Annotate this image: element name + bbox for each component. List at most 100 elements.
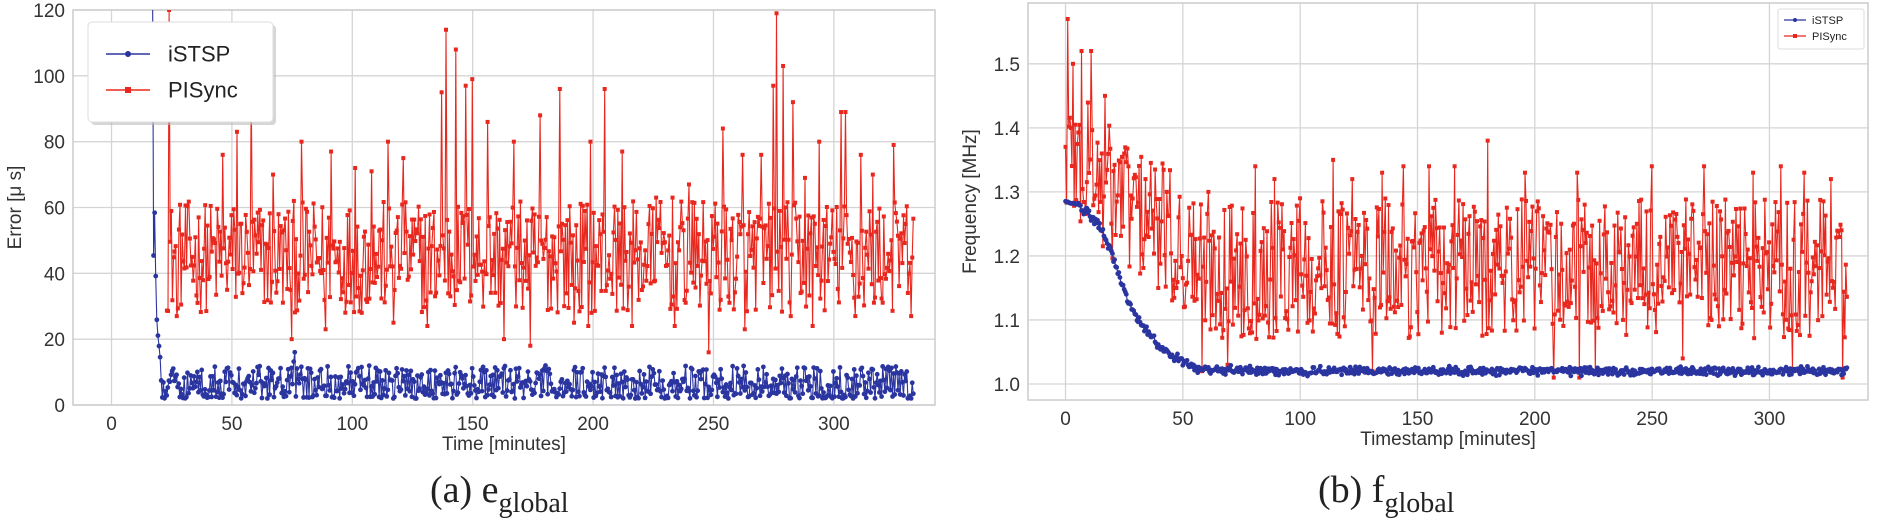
marker-point xyxy=(1100,244,1105,249)
marker-point xyxy=(318,366,324,372)
marker-point xyxy=(1581,269,1586,274)
marker-point xyxy=(1214,291,1219,296)
marker-point xyxy=(862,303,867,308)
marker-point xyxy=(1242,308,1247,313)
series-line-pisync xyxy=(1064,18,1848,379)
marker-point xyxy=(1276,220,1281,225)
marker-point xyxy=(853,314,858,319)
marker-point xyxy=(369,169,374,174)
marker-point xyxy=(1776,210,1781,215)
marker-point xyxy=(647,203,652,208)
marker-point xyxy=(1638,283,1643,288)
marker-point xyxy=(678,386,684,392)
marker-point xyxy=(372,391,378,397)
marker-point xyxy=(248,266,253,271)
marker-point xyxy=(622,205,627,210)
marker-point xyxy=(1545,221,1550,226)
marker-point xyxy=(1756,235,1761,240)
marker-point xyxy=(487,382,493,388)
marker-point xyxy=(1389,229,1394,234)
marker-point xyxy=(537,214,542,219)
marker-point xyxy=(1387,295,1392,300)
marker-point xyxy=(1272,177,1277,182)
marker-point xyxy=(1296,218,1301,223)
marker-point xyxy=(1621,372,1627,377)
marker-point xyxy=(476,216,481,221)
marker-point xyxy=(437,273,442,278)
marker-point xyxy=(886,251,891,256)
marker-point xyxy=(812,221,817,226)
marker-point xyxy=(411,379,417,385)
marker-point xyxy=(808,231,813,236)
legend-marker-pisync xyxy=(1793,34,1797,38)
marker-point xyxy=(785,371,790,377)
marker-point xyxy=(234,129,239,134)
marker-point xyxy=(1768,325,1773,330)
marker-point xyxy=(819,278,824,283)
marker-point xyxy=(737,219,742,224)
marker-point xyxy=(644,278,649,283)
marker-point xyxy=(1674,211,1679,216)
marker-point xyxy=(253,233,258,238)
marker-point xyxy=(661,231,666,236)
marker-point xyxy=(277,376,282,381)
marker-point xyxy=(546,249,551,254)
marker-point xyxy=(307,229,312,234)
marker-point xyxy=(1311,306,1316,311)
marker-point xyxy=(1364,218,1369,223)
marker-point xyxy=(1827,299,1832,304)
marker-point xyxy=(329,149,334,154)
marker-point xyxy=(450,395,455,401)
marker-point xyxy=(430,226,435,231)
marker-point xyxy=(392,394,397,400)
marker-point xyxy=(1576,197,1581,202)
marker-point xyxy=(1192,298,1197,303)
marker-point xyxy=(1160,161,1165,166)
marker-point xyxy=(1815,243,1820,248)
marker-point xyxy=(1350,177,1355,182)
marker-point xyxy=(422,305,427,310)
marker-point xyxy=(567,381,572,387)
marker-point xyxy=(510,388,516,394)
marker-point xyxy=(510,205,515,210)
marker-point xyxy=(471,264,476,269)
marker-point xyxy=(908,395,914,401)
marker-point xyxy=(856,294,861,299)
marker-point xyxy=(1105,167,1110,172)
marker-point xyxy=(1519,197,1524,202)
marker-point xyxy=(1431,205,1436,210)
marker-point xyxy=(189,380,195,386)
marker-point xyxy=(577,309,582,314)
marker-point xyxy=(186,390,191,396)
marker-point xyxy=(1738,206,1743,211)
marker-point xyxy=(1655,262,1660,267)
marker-point xyxy=(1749,365,1755,370)
marker-point xyxy=(1741,261,1746,266)
marker-point xyxy=(653,382,659,387)
marker-point xyxy=(1377,305,1382,310)
marker-point xyxy=(1155,216,1160,221)
marker-point xyxy=(1416,332,1421,337)
marker-point xyxy=(174,314,179,319)
marker-point xyxy=(1193,237,1198,242)
marker-point xyxy=(746,232,751,237)
marker-point xyxy=(1423,266,1428,271)
marker-point xyxy=(898,369,904,374)
marker-point xyxy=(1797,333,1802,338)
marker-point xyxy=(557,87,562,91)
marker-point xyxy=(384,393,390,399)
marker-point xyxy=(1678,281,1683,286)
marker-point xyxy=(1246,326,1251,331)
marker-point xyxy=(301,276,306,281)
marker-point xyxy=(313,387,318,393)
marker-point xyxy=(1535,199,1540,204)
marker-point xyxy=(1641,266,1646,271)
marker-point xyxy=(1376,206,1381,211)
marker-point xyxy=(1667,365,1673,371)
marker-point xyxy=(666,248,671,253)
marker-point xyxy=(1166,213,1171,218)
series-line-pisync xyxy=(166,10,914,353)
marker-point xyxy=(1174,285,1179,290)
marker-point xyxy=(530,206,535,211)
marker-point xyxy=(1461,202,1466,207)
